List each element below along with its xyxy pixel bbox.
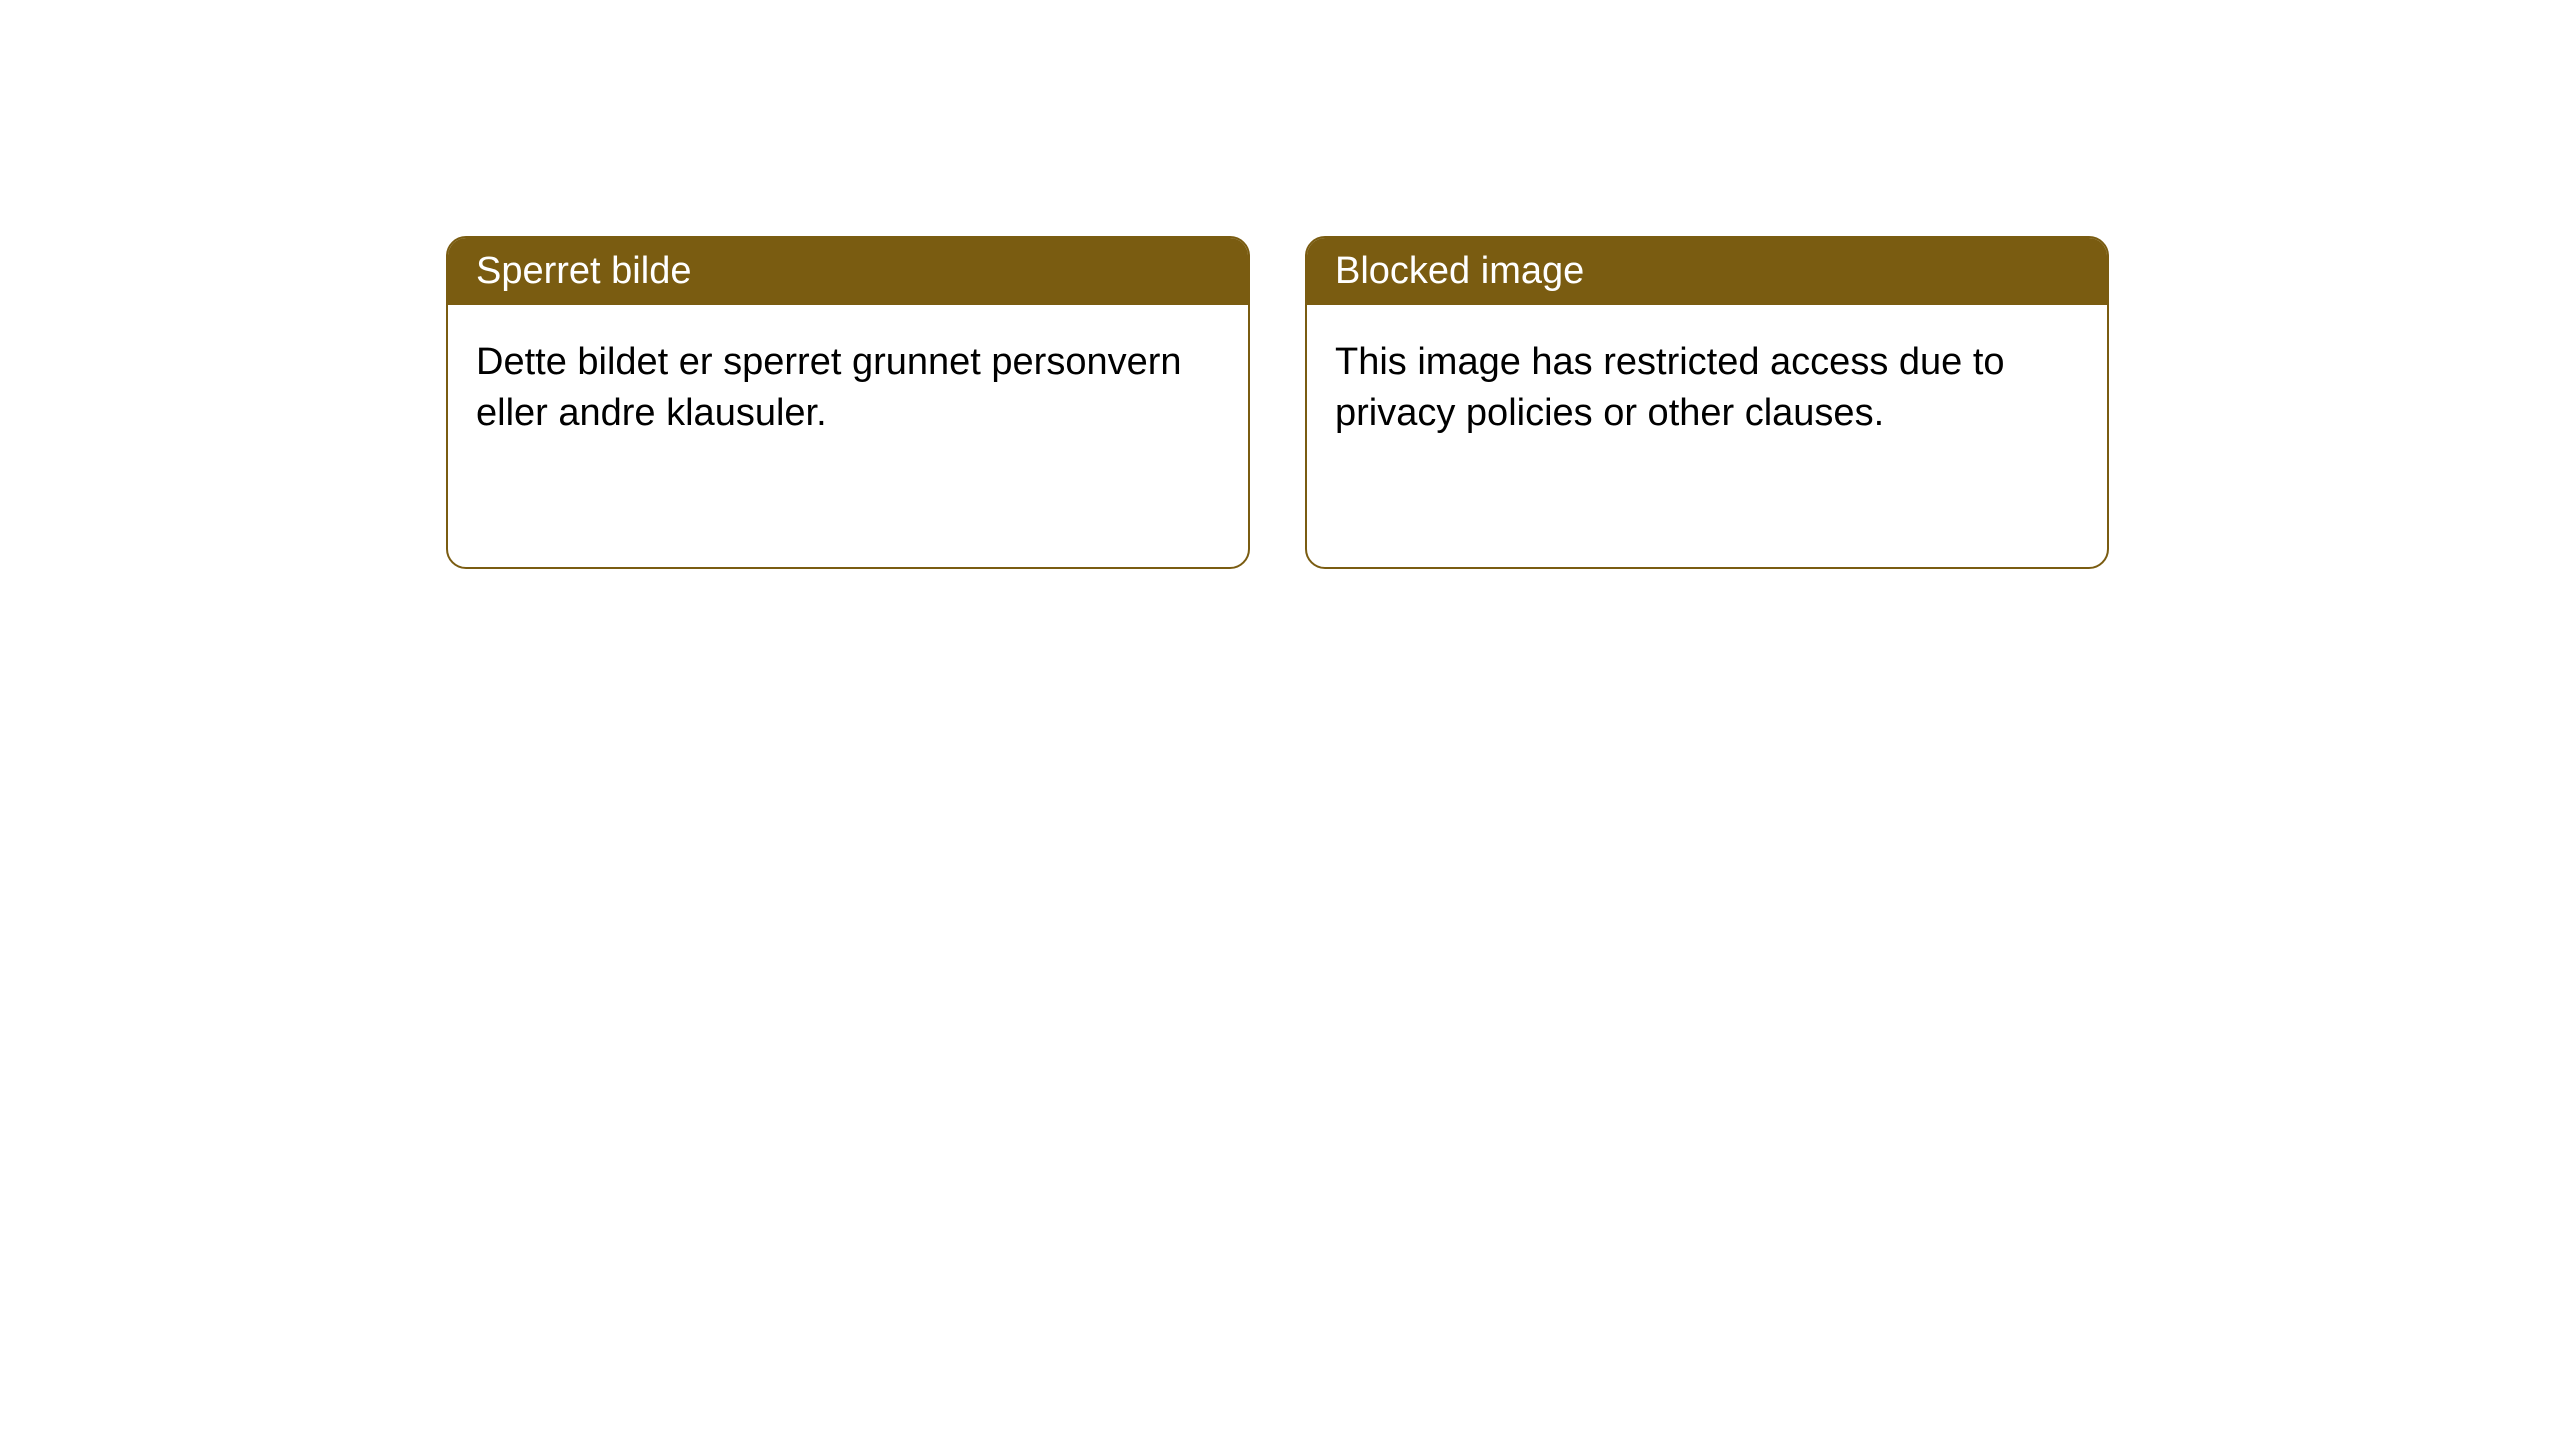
notice-header: Sperret bilde xyxy=(448,238,1248,305)
notice-card-english: Blocked image This image has restricted … xyxy=(1305,236,2109,569)
notice-body: Dette bildet er sperret grunnet personve… xyxy=(448,305,1248,472)
notice-card-norwegian: Sperret bilde Dette bildet er sperret gr… xyxy=(446,236,1250,569)
notice-body: This image has restricted access due to … xyxy=(1307,305,2107,472)
notice-cards-container: Sperret bilde Dette bildet er sperret gr… xyxy=(446,236,2109,569)
notice-header: Blocked image xyxy=(1307,238,2107,305)
